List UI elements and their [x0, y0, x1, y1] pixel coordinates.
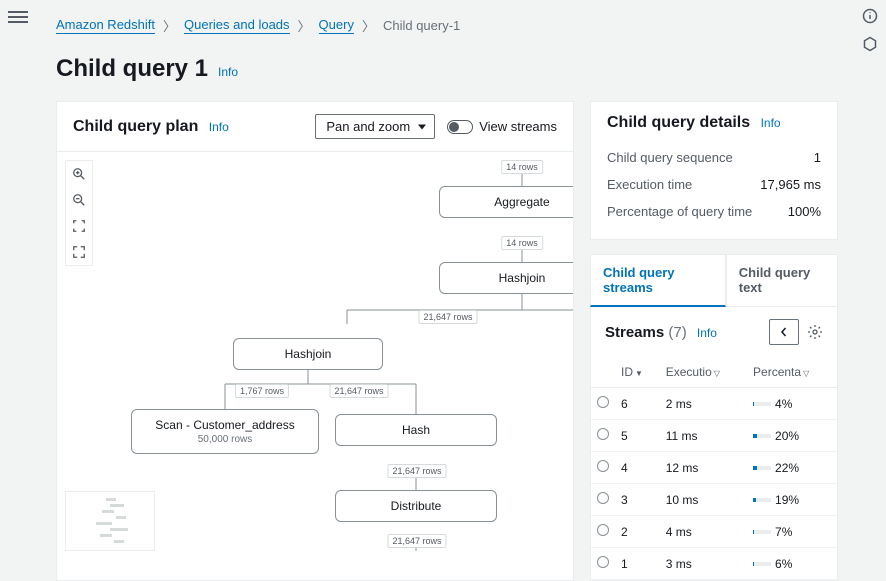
- details-kv: Child query sequence1Execution time17,96…: [591, 136, 837, 239]
- rows-badge: 14 rows: [501, 160, 543, 174]
- tab-child-query-text[interactable]: Child query text: [726, 254, 838, 307]
- streams-tabs: Child query streamsChild query text: [590, 254, 838, 307]
- row-radio[interactable]: [597, 460, 609, 472]
- plan-node-scan[interactable]: Scan - Customer_address50,000 rows: [131, 409, 319, 454]
- pan-zoom-select[interactable]: Pan and zoom: [315, 114, 435, 139]
- zoom-in-icon[interactable]: [66, 161, 92, 187]
- toggle-switch[interactable]: [447, 120, 473, 134]
- plan-diagram[interactable]: Aggregate Hashjoin Hashjoin Scan - Customer…: [57, 151, 573, 551]
- details-panel: Child query details Info Child query seq…: [590, 101, 838, 240]
- plan-node-hj1[interactable]: Hashjoin: [439, 262, 573, 294]
- hex-icon[interactable]: [862, 36, 878, 52]
- table-row[interactable]: 310 ms19%: [591, 484, 837, 516]
- breadcrumb-link[interactable]: Amazon Redshift: [56, 17, 155, 34]
- plan-info-link[interactable]: Info: [209, 120, 229, 134]
- fullscreen-icon[interactable]: [66, 239, 92, 265]
- diagram-toolbar: [65, 160, 93, 266]
- kv-row: Percentage of query time100%: [607, 198, 821, 225]
- col-percenta[interactable]: Percenta▽: [747, 357, 837, 388]
- breadcrumb-current: Child query-1: [383, 18, 460, 33]
- rows-badge: 21,647 rows: [387, 464, 446, 478]
- right-util-icons: [862, 8, 878, 52]
- table-row[interactable]: 412 ms22%: [591, 452, 837, 484]
- chevron-right-icon: 〉: [163, 16, 176, 35]
- prev-button[interactable]: [769, 319, 799, 345]
- kv-row: Child query sequence1: [607, 144, 821, 171]
- table-row[interactable]: 24 ms7%: [591, 516, 837, 548]
- col-executio[interactable]: Executio▽: [660, 357, 747, 388]
- table-row[interactable]: 13 ms6%: [591, 548, 837, 580]
- rows-badge: 21,647 rows: [387, 534, 446, 548]
- row-radio[interactable]: [597, 492, 609, 504]
- plan-node-agg[interactable]: Aggregate: [439, 186, 573, 218]
- breadcrumb-link[interactable]: Queries and loads: [184, 17, 290, 34]
- plan-title: Child query plan Info: [73, 118, 229, 136]
- zoom-out-icon[interactable]: [66, 187, 92, 213]
- plan-node-dist[interactable]: Distribute: [335, 490, 497, 522]
- details-title: Child query details Info: [607, 114, 781, 132]
- breadcrumb: Amazon Redshift 〉 Queries and loads 〉 Query 〉…: [56, 12, 838, 35]
- view-streams-toggle[interactable]: View streams: [447, 119, 557, 134]
- query-plan-panel: Child query plan Info Pan and zoom View …: [56, 101, 574, 581]
- fit-icon[interactable]: [66, 213, 92, 239]
- breadcrumb-link[interactable]: Query: [319, 17, 354, 34]
- plan-node-hash[interactable]: Hash: [335, 414, 497, 446]
- kv-row: Execution time17,965 ms: [607, 171, 821, 198]
- details-info-link[interactable]: Info: [761, 116, 781, 130]
- info-icon[interactable]: [862, 8, 878, 24]
- hamburger-menu[interactable]: [8, 8, 28, 28]
- rows-badge: 21,647 rows: [418, 310, 477, 324]
- gear-icon[interactable]: [807, 324, 823, 340]
- streams-info-link[interactable]: Info: [697, 326, 717, 340]
- rows-badge: 21,647 rows: [329, 384, 388, 398]
- toggle-label: View streams: [479, 119, 557, 134]
- streams-panel: Child query streamsChild query text Stre…: [590, 254, 838, 581]
- chevron-right-icon: 〉: [298, 16, 311, 35]
- table-row[interactable]: 62 ms4%: [591, 388, 837, 420]
- rows-badge: 14 rows: [501, 236, 543, 250]
- page-title: Child query 1: [56, 55, 208, 83]
- streams-table: ID▼Executio▽Percenta▽ 62 ms4%511 ms20%41…: [591, 357, 837, 580]
- streams-title: Streams (7): [605, 324, 691, 341]
- table-row[interactable]: 511 ms20%: [591, 420, 837, 452]
- chevron-right-icon: 〉: [362, 16, 375, 35]
- page-info-link[interactable]: Info: [218, 65, 238, 79]
- row-radio[interactable]: [597, 396, 609, 408]
- col-id[interactable]: ID▼: [615, 357, 660, 388]
- row-radio[interactable]: [597, 524, 609, 536]
- plan-node-hj2[interactable]: Hashjoin: [233, 338, 383, 370]
- row-radio[interactable]: [597, 556, 609, 568]
- row-radio[interactable]: [597, 428, 609, 440]
- rows-badge: 1,767 rows: [235, 384, 289, 398]
- tab-child-query-streams[interactable]: Child query streams: [590, 254, 726, 307]
- minimap[interactable]: [65, 491, 155, 551]
